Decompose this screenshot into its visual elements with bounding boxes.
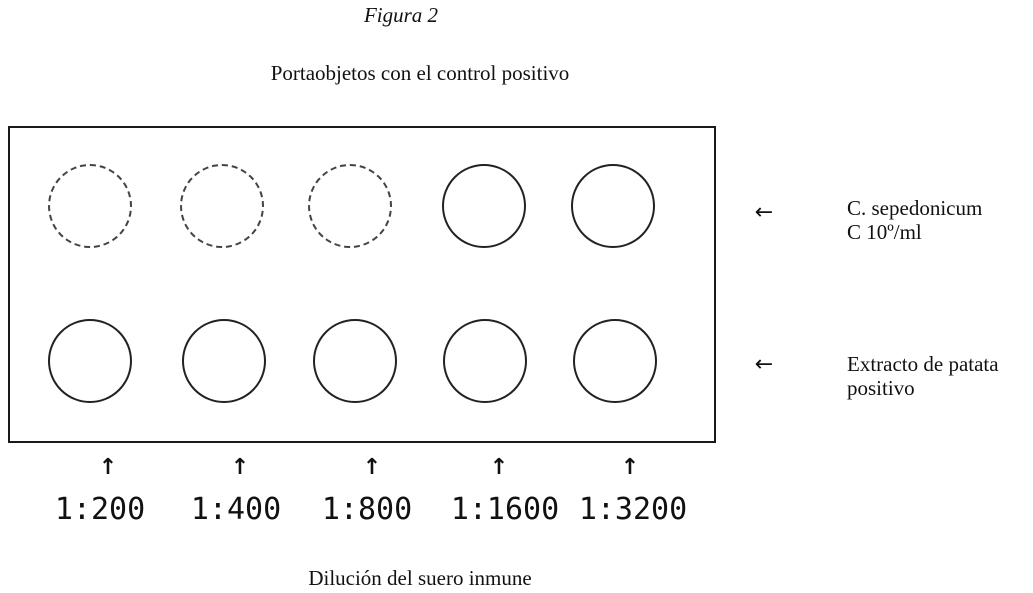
dilution-label: 1:800 — [321, 492, 413, 527]
well-row1-col4 — [442, 164, 526, 248]
col3-arrow: ↑ — [362, 455, 382, 480]
well-row1-col5 — [571, 164, 655, 248]
well-row2-col4 — [443, 319, 527, 403]
row2-label-line1: Extracto de patata — [847, 352, 999, 376]
row2-label: Extracto de patata positivo — [847, 352, 999, 400]
row2-label-line2: positivo — [847, 376, 915, 400]
diagram-title: Portaobjetos con el control positivo — [270, 61, 570, 85]
row2-arrow: ← — [754, 352, 774, 377]
figure-label: Figura 2 — [363, 3, 439, 27]
well-row2-col2 — [182, 319, 266, 403]
well-row1-col3 — [308, 164, 392, 248]
well-row2-col3 — [313, 319, 397, 403]
microscope-slide — [8, 126, 716, 443]
dilution-label: 1:400 — [190, 492, 282, 527]
col4-arrow: ↑ — [489, 455, 509, 480]
well-row2-col1 — [48, 319, 132, 403]
row1-label-line2: C 10º/ml — [847, 220, 922, 244]
dilution-label: 1:1600 — [450, 492, 560, 527]
well-row2-col5 — [573, 319, 657, 403]
dilution-label: 1:200 — [54, 492, 146, 527]
row1-arrow: ← — [754, 200, 774, 225]
dilution-axis-title: Dilución del suero inmune — [308, 566, 532, 590]
dilution-label: 1:3200 — [578, 492, 688, 527]
well-row1-col1 — [48, 164, 132, 248]
col1-arrow: ↑ — [98, 455, 118, 480]
col5-arrow: ↑ — [620, 455, 640, 480]
row1-label: C. sepedonicum C 10º/ml — [847, 196, 982, 244]
col2-arrow: ↑ — [230, 455, 250, 480]
row1-label-line1: C. sepedonicum — [847, 196, 983, 220]
well-row1-col2 — [180, 164, 264, 248]
